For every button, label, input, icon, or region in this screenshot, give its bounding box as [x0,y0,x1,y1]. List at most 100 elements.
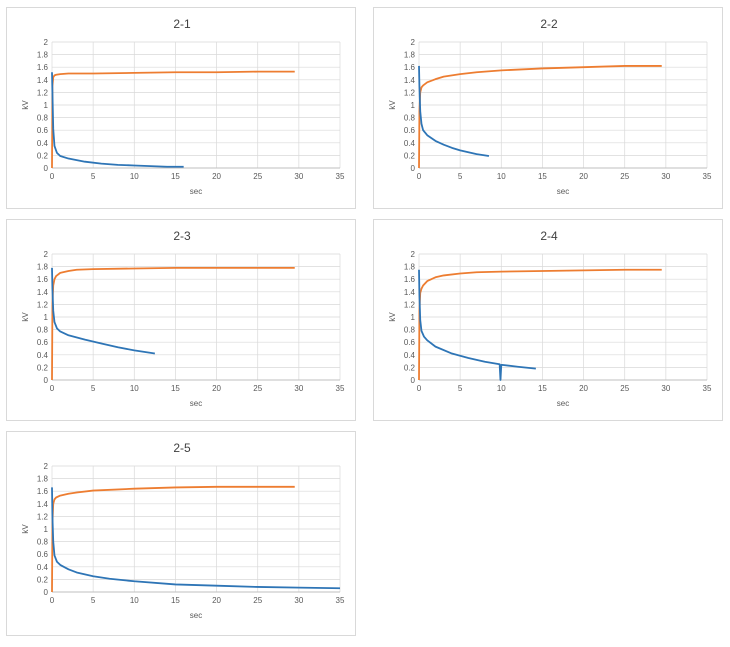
charge-line [51,485,295,593]
y-tick-label: 0.6 [404,338,416,347]
y-axis-label: kV [21,524,30,534]
y-tick-label: 1.4 [404,288,416,297]
y-tick-label: 1.2 [37,300,49,309]
y-tick-label: 1.6 [37,275,49,284]
y-tick-label: 1.6 [404,63,416,72]
x-tick-label: 35 [336,596,345,605]
x-tick-label: 25 [253,384,262,393]
x-tick-label: 15 [538,384,547,393]
y-tick-label: 1 [44,313,49,322]
x-tick-label: 15 [538,172,547,181]
y-tick-label: 2 [44,38,49,47]
y-tick-label: 0.2 [37,575,49,584]
x-axis-label: sec [190,399,202,408]
x-tick-label: 10 [130,384,139,393]
chart-panel-2-4: 2-4 0 0.2 0.4 0.6 0.8 1 1.2 1.4 1.6 1.8 2 0 5 10 15 20 25… [373,219,723,421]
chart-2-5: 2-500.20.40.60.811.21.41.61.820 5 10 15 20 25… [21,441,345,620]
charge-line [418,65,662,169]
x-tick-label: 10 [130,172,139,181]
y-tick-label: 0.8 [37,114,49,123]
chart-title: 2-5 [173,441,191,455]
x-axis-label: sec [190,187,202,196]
y-tick-label: 1.2 [37,512,49,521]
y-tick-label: 0 [411,376,416,385]
y-tick-label: 0.2 [37,363,49,372]
y-axis-label: kV [21,312,30,322]
charge-line [51,70,295,169]
chart-panel-2-5: 2-5 0 0.2 0.4 0.6 0.8 1 1.2 1.4 1.6 1.8 2 0 5 10 15 20 25… [6,431,356,636]
x-tick-label: 20 [579,172,588,181]
y-tick-label: 0.6 [37,126,49,135]
chart-panel-2-2: 2-2 0 0.2 0.4 0.6 0.8 1 1.2 1.4 1.6 1.8 2 0 5 10 15 20 25… [373,7,723,209]
x-tick-label: 30 [294,596,303,605]
y-tick-label: 0.8 [404,114,416,123]
y-tick-label: 1.6 [404,275,416,284]
chart-panel-2-3: 2-3 0 0.2 0.4 0.6 0.8 1 1.2 1.4 1.6 1.8 2 0 5 10 15 20 25… [6,219,356,421]
decay-line [51,72,184,168]
y-tick-label: 0 [44,376,49,385]
y-tick-label: 0.8 [404,326,416,335]
x-tick-label: 25 [620,172,629,181]
y-tick-label: 0.2 [404,363,416,372]
y-axis-label: kV [388,312,397,322]
y-tick-label: 1.4 [404,76,416,85]
x-tick-label: 15 [171,596,180,605]
x-tick-label: 30 [294,172,303,181]
x-tick-label: 30 [661,384,670,393]
y-tick-label: 1.6 [37,63,49,72]
chart-2-3: 2-300.20.40.60.811.21.41.61.820 5 10 15 20 25… [21,229,345,408]
y-tick-label: 0.4 [37,351,49,360]
y-tick-label: 0 [411,164,416,173]
y-tick-label: 2 [411,38,416,47]
y-tick-label: 0.4 [37,563,49,572]
x-tick-label: 10 [497,172,506,181]
y-tick-label: 1.2 [37,88,49,97]
y-axis-label: kV [21,100,30,110]
x-tick-label: 0 [50,384,55,393]
y-axis-label: kV [388,100,397,110]
x-tick-label: 5 [458,172,463,181]
y-tick-label: 2 [411,250,416,259]
x-tick-label: 0 [417,384,422,393]
chart-2-4: 2-400.20.40.60.811.21.41.61.820 5 10 15 20 25… [388,229,712,408]
y-tick-label: 1 [44,101,49,110]
x-axis-label: sec [557,187,569,196]
y-tick-label: 0.2 [37,151,49,160]
x-axis-label: sec [190,611,202,620]
y-tick-label: 1.8 [37,51,49,60]
x-tick-label: 20 [212,384,221,393]
y-tick-label: 1 [411,313,416,322]
chart-panel-2-1: 2-1 0 0.2 0.4 0.6 0.8 1 1.2 1.4 1.6 1.8 2 0 5 10 15 20 25… [6,7,356,209]
x-tick-label: 10 [130,596,139,605]
y-tick-label: 0.4 [404,351,416,360]
x-tick-label: 35 [703,172,712,181]
chart-2-2: 2-200.20.40.60.811.21.41.61.820 5 10 15 20 25… [388,17,712,196]
y-tick-label: 0 [44,164,49,173]
y-tick-label: 1.4 [37,76,49,85]
decay-line [418,269,536,381]
x-tick-label: 35 [336,384,345,393]
y-tick-label: 1.2 [404,300,416,309]
y-tick-label: 2 [44,250,49,259]
x-tick-label: 10 [497,384,506,393]
x-tick-label: 15 [171,384,180,393]
x-tick-label: 0 [417,172,422,181]
y-tick-label: 1 [411,101,416,110]
x-tick-label: 20 [212,172,221,181]
x-tick-label: 30 [661,172,670,181]
x-tick-label: 5 [91,384,96,393]
y-tick-label: 1.8 [404,263,416,272]
y-tick-label: 0.6 [37,338,49,347]
y-tick-label: 0.2 [404,151,416,160]
x-tick-label: 0 [50,596,55,605]
x-tick-label: 35 [703,384,712,393]
y-tick-label: 1.4 [37,288,49,297]
x-tick-label: 0 [50,172,55,181]
y-tick-label: 2 [44,462,49,471]
x-tick-label: 25 [253,172,262,181]
chart-2-1: 2-100.20.40.60.811.21.41.61.820 5 10 15 20 25… [21,17,345,196]
x-tick-label: 30 [294,384,303,393]
x-tick-label: 15 [171,172,180,181]
x-tick-label: 20 [212,596,221,605]
y-tick-label: 0.6 [404,126,416,135]
